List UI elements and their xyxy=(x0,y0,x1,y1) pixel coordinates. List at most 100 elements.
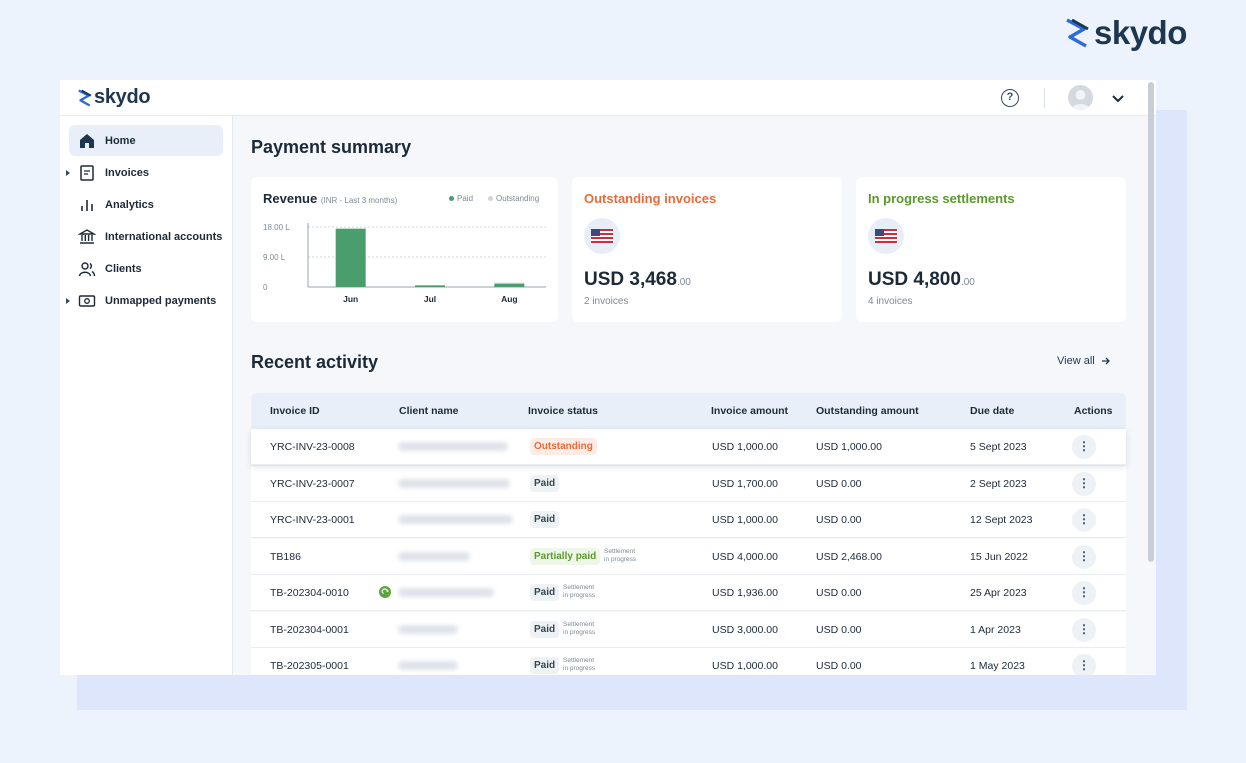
due-date: 2 Sept 2023 xyxy=(970,478,1027,490)
legend-paid: Paid xyxy=(449,194,473,203)
outstanding-amount: USD 0.00 xyxy=(816,514,862,526)
table-row[interactable]: TB-202305-0001 Paid Settlement in progres… xyxy=(251,648,1126,675)
sidebar-item-analytics[interactable]: Analytics xyxy=(69,189,223,220)
expand-caret-icon[interactable] xyxy=(66,298,70,304)
more-actions-button[interactable]: ⋮ xyxy=(1072,508,1096,532)
status-badge: Paid xyxy=(530,511,560,528)
revenue-card: Revenue (INR - Last 3 months) Paid Outst… xyxy=(251,177,558,322)
sidebar-item-label: Home xyxy=(105,134,136,147)
more-actions-button[interactable]: ⋮ xyxy=(1072,581,1096,605)
in-progress-amount: USD 4,800.00 xyxy=(868,269,975,291)
settlement-note-line: in progress xyxy=(563,592,596,599)
invoice-id[interactable]: YRC-INV-23-0007 xyxy=(270,478,355,490)
y-tick-label: 0 xyxy=(263,283,268,292)
legend-swatch xyxy=(488,196,493,201)
revenue-subtitle: (INR - Last 3 months) xyxy=(320,196,398,205)
table-header: Invoice ID Client name Invoice status In… xyxy=(251,393,1126,429)
avatar[interactable] xyxy=(1068,85,1093,110)
status-badge: Paid xyxy=(530,621,560,638)
invoice-id[interactable]: TB-202305-0001 xyxy=(270,660,349,672)
invoice-amount: USD 1,936.00 xyxy=(712,587,778,599)
invoice-id[interactable]: YRC-INV-23-0008 xyxy=(270,441,355,453)
in-progress-settlements-card[interactable]: In progress settlements USD 4,800.00 4 i… xyxy=(856,177,1126,322)
column-header[interactable]: Client name xyxy=(399,405,459,417)
chevron-down-icon[interactable] xyxy=(1110,90,1126,106)
sidebar-item-home[interactable]: Home xyxy=(69,125,223,156)
scrollbar[interactable] xyxy=(1148,82,1154,562)
invoice-amount: USD 4,000.00 xyxy=(712,551,778,563)
bar-paid xyxy=(335,228,366,287)
sidebar-item-unmapped-payments[interactable]: Unmapped payments xyxy=(66,285,223,316)
revenue-chart: 18.00 L 9.00 L 0 Jun Jul Aug xyxy=(263,223,546,304)
column-header[interactable]: Invoice amount xyxy=(711,405,789,417)
outstanding-amount: USD 0.00 xyxy=(816,660,862,672)
bar-outstanding xyxy=(494,282,525,284)
settlement-note: Settlement in progress xyxy=(563,657,595,673)
skydo-logo-icon xyxy=(78,88,92,107)
us-flag-icon xyxy=(591,229,613,243)
currency-flag xyxy=(868,218,904,254)
more-actions-button[interactable]: ⋮ xyxy=(1072,545,1096,569)
due-date: 12 Sept 2023 xyxy=(970,514,1033,526)
column-header[interactable]: Invoice ID xyxy=(270,405,320,417)
revenue-title-text: Revenue xyxy=(263,191,318,206)
legend-swatch xyxy=(449,196,454,201)
bank-icon xyxy=(78,229,96,244)
table-row[interactable]: TB-202304-0001 Paid Settlement in progres… xyxy=(251,612,1126,648)
column-header[interactable]: Due date xyxy=(970,405,1015,417)
client-name-redacted xyxy=(398,442,508,451)
outstanding-amount: USD 0.00 xyxy=(816,478,862,490)
sidebar-item-label: Unmapped payments xyxy=(105,294,217,307)
expand-caret-icon[interactable] xyxy=(66,170,70,176)
bar-paid xyxy=(494,283,525,287)
help-button[interactable]: ? xyxy=(1001,89,1019,107)
table-row[interactable]: YRC-INV-23-0007 Paid USD 1,700.00 USD 0.… xyxy=(251,466,1126,502)
x-tick-label: Aug xyxy=(501,294,518,304)
more-actions-button[interactable]: ⋮ xyxy=(1072,618,1096,642)
revenue-title: Revenue (INR - Last 3 months) xyxy=(263,191,397,206)
column-header[interactable]: Outstanding amount xyxy=(816,405,919,417)
bar-paid xyxy=(415,285,445,287)
more-actions-button[interactable]: ⋮ xyxy=(1072,472,1096,496)
invoice-id[interactable]: TB-202304-0010 xyxy=(270,587,349,599)
payment-summary-title: Payment summary xyxy=(251,137,412,157)
settlement-note-line: Settlement xyxy=(563,621,595,628)
sidebar-item-label: Clients xyxy=(105,262,142,275)
in-progress-count: 4 invoices xyxy=(868,296,913,307)
settlement-note-line: Settlement xyxy=(563,584,595,591)
sidebar-item-invoices[interactable]: Invoices xyxy=(66,157,223,188)
invoice-amount: USD 3,000.00 xyxy=(712,624,778,636)
column-header: Actions xyxy=(1074,405,1113,417)
invoice-id[interactable]: TB186 xyxy=(270,551,301,563)
settlement-note: Settlement in progress xyxy=(563,621,595,637)
outstanding-amount: USD 2,468.00 xyxy=(816,551,882,563)
client-name-redacted xyxy=(398,625,458,634)
table-row[interactable]: TB-202304-0010 Paid Settlement in progres… xyxy=(251,575,1126,611)
clients-icon xyxy=(78,262,96,277)
view-all-link[interactable]: View all xyxy=(1057,355,1111,367)
sidebar-item-international-accounts[interactable]: International accounts xyxy=(69,221,223,252)
table-row[interactable]: YRC-INV-23-0008 Outstanding USD 1,000.00… xyxy=(251,429,1126,465)
app-logo-text: skydo xyxy=(94,86,151,108)
recent-activity-title: Recent activity xyxy=(251,352,379,372)
invoice-id[interactable]: YRC-INV-23-0001 xyxy=(270,514,355,526)
table-row[interactable]: TB186 Partially paid Settlement in progre… xyxy=(251,539,1126,575)
more-actions-button[interactable]: ⋮ xyxy=(1072,435,1096,459)
sidebar-item-clients[interactable]: Clients xyxy=(69,253,223,284)
table-row[interactable]: YRC-INV-23-0001 Paid USD 1,000.00 USD 0.… xyxy=(251,502,1126,538)
home-icon xyxy=(80,134,94,148)
view-all-label: View all xyxy=(1057,355,1095,367)
due-date: 1 Apr 2023 xyxy=(970,624,1021,636)
status-badge: Paid xyxy=(530,657,560,674)
y-tick-label: 18.00 L xyxy=(263,223,290,232)
settlement-note-line: in progress xyxy=(563,629,596,636)
more-actions-button[interactable]: ⋮ xyxy=(1072,654,1096,675)
client-name-redacted xyxy=(398,661,458,670)
column-header[interactable]: Invoice status xyxy=(528,405,599,417)
divider xyxy=(1044,88,1045,108)
outstanding-invoices-card[interactable]: Outstanding invoices USD 3,468.00 2 invo… xyxy=(572,177,842,322)
outstanding-amount: USD 0.00 xyxy=(816,624,862,636)
app-logo[interactable]: skydo xyxy=(77,86,151,109)
invoice-icon xyxy=(80,165,94,181)
invoice-id[interactable]: TB-202304-0001 xyxy=(270,624,349,636)
